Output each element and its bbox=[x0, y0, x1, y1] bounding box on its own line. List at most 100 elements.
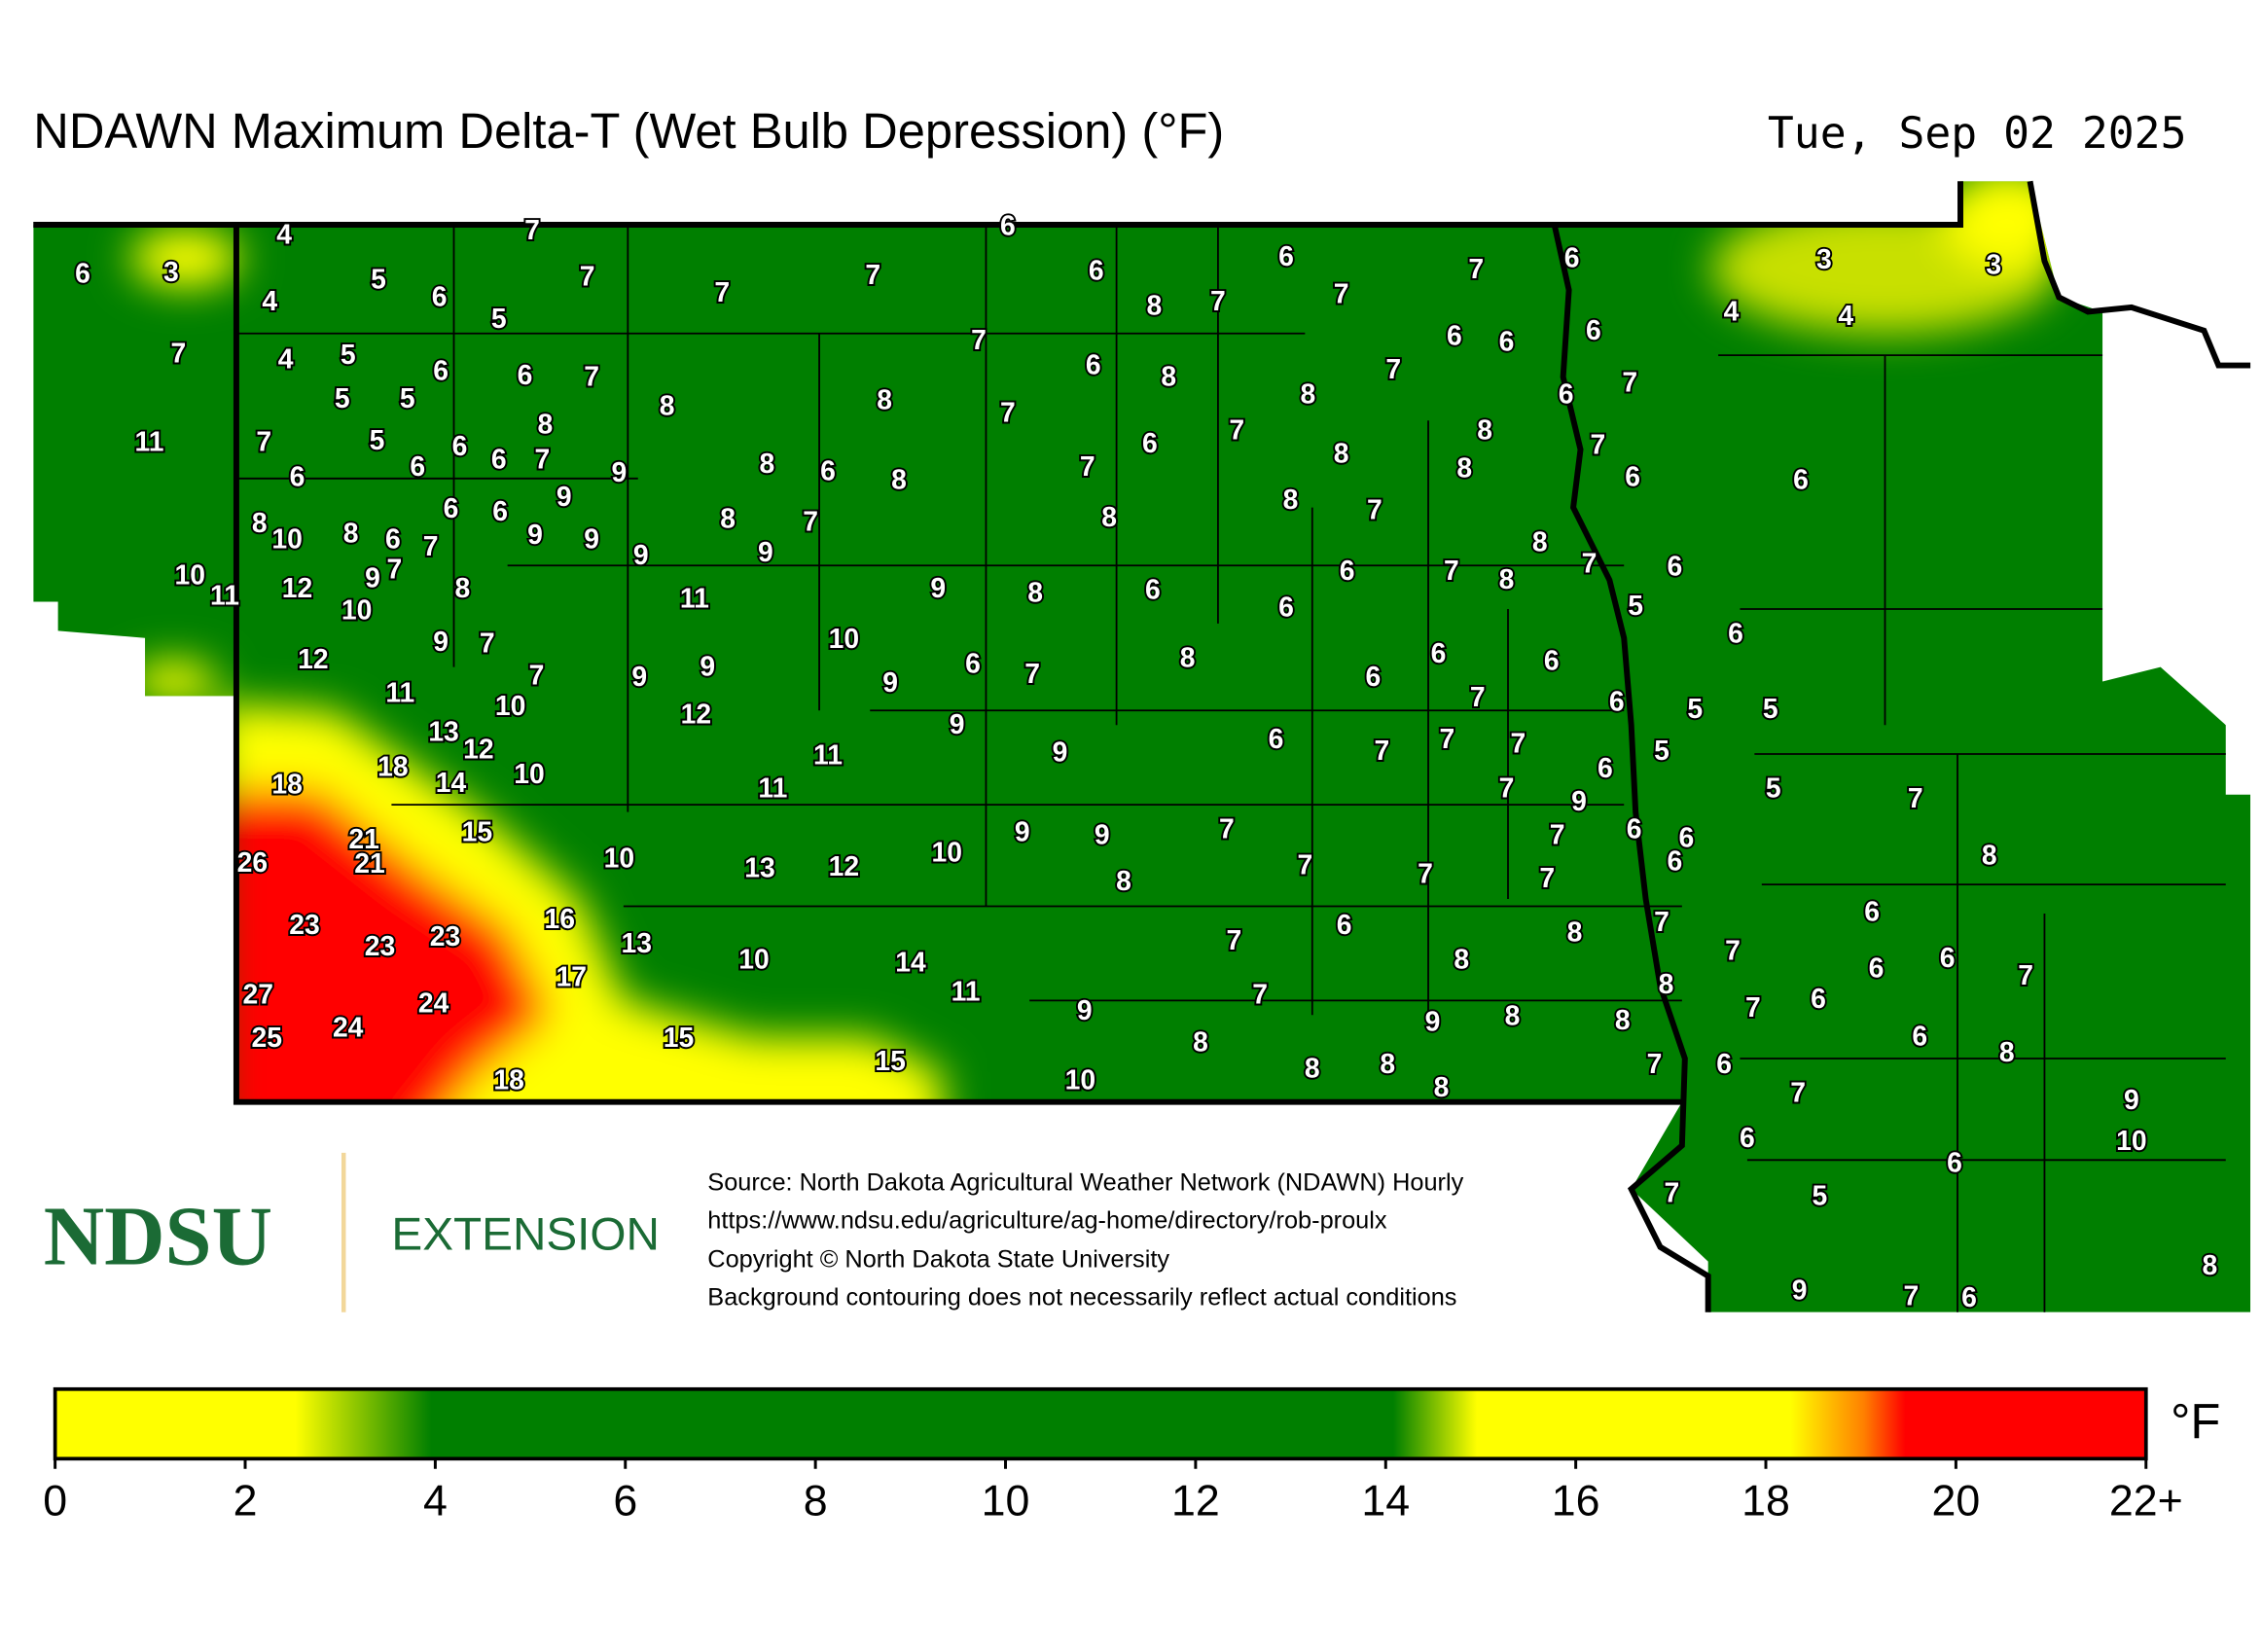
station-value: 21 bbox=[348, 823, 378, 854]
station-value: 9 bbox=[950, 708, 965, 739]
stations: 4 7 66 3 5 7 7 6 677 6 3 34 657 8 7 4 47 4 56 6 776 86 6 676 75 5… bbox=[73, 208, 2219, 1314]
station-value: 13 bbox=[428, 716, 458, 747]
station-value: 8 bbox=[1434, 1071, 1450, 1102]
station-value: 8 bbox=[720, 503, 736, 534]
station-value: 6 bbox=[1678, 821, 1694, 852]
station-value: 7 bbox=[865, 259, 880, 290]
station-value: 12 bbox=[463, 734, 493, 765]
station-value: 8 bbox=[252, 507, 268, 538]
station-value: 7 bbox=[1903, 1279, 1919, 1311]
station-value: 6 bbox=[820, 454, 836, 485]
station-value: 12 bbox=[681, 699, 711, 730]
station-value: 6 bbox=[1586, 314, 1601, 345]
station-value: 10 bbox=[341, 593, 372, 625]
station-value: 11 bbox=[680, 583, 709, 614]
station-value: 8 bbox=[1982, 839, 1997, 870]
station-value: 6 bbox=[1912, 1021, 1927, 1052]
station-value: 8 bbox=[1615, 1004, 1631, 1035]
station-value: 8 bbox=[1300, 377, 1315, 409]
station-value: 10 bbox=[829, 623, 859, 654]
station-value: 9 bbox=[1571, 785, 1587, 816]
station-value: 24 bbox=[418, 987, 449, 1018]
footer-line: Background contouring does not necessari… bbox=[707, 1283, 1456, 1311]
station-value: 9 bbox=[1425, 1006, 1441, 1037]
state-borders bbox=[33, 180, 2251, 1312]
station-value: 10 bbox=[271, 522, 302, 554]
station-value: 6 bbox=[1625, 460, 1640, 491]
station-value: 7 bbox=[256, 426, 271, 457]
station-value: 8 bbox=[660, 389, 675, 420]
station-value: 7 bbox=[1374, 735, 1389, 766]
station-value: 26 bbox=[237, 846, 268, 878]
station-value: 6 bbox=[1089, 255, 1104, 286]
station-value: 6 bbox=[1740, 1122, 1755, 1153]
station-value: 4 bbox=[278, 343, 294, 375]
footer: Source: North Dakota Agricultural Weathe… bbox=[707, 1169, 1463, 1311]
station-value: 14 bbox=[895, 947, 926, 978]
station-value: 11 bbox=[135, 426, 164, 457]
station-value: 16 bbox=[545, 903, 575, 934]
station-value: 17 bbox=[556, 960, 586, 991]
map-date: Tue, Sep 02 2025 bbox=[1768, 107, 2187, 159]
station-value: 6 bbox=[1864, 895, 1880, 926]
station-value: 6 bbox=[1431, 637, 1447, 668]
station-value: 6 bbox=[1340, 555, 1355, 586]
station-value: 7 bbox=[1418, 858, 1433, 889]
station-value: 6 bbox=[410, 450, 425, 482]
station-value: 9 bbox=[1095, 818, 1110, 849]
station-value: 8 bbox=[1380, 1048, 1395, 1079]
station-value: 9 bbox=[365, 562, 380, 593]
station-value: 8 bbox=[1116, 865, 1131, 896]
station-value: 5 bbox=[1813, 1180, 1828, 1211]
colorbar-tick-label: 12 bbox=[1171, 1477, 1220, 1525]
station-value: 6 bbox=[75, 258, 90, 289]
station-value: 6 bbox=[1142, 427, 1158, 458]
station-value: 8 bbox=[1659, 968, 1674, 999]
station-value: 4 bbox=[1838, 300, 1853, 331]
station-value: 7 bbox=[1440, 723, 1455, 754]
station-value: 5 bbox=[491, 303, 507, 334]
station-value: 7 bbox=[524, 214, 540, 245]
station-value: 7 bbox=[1908, 782, 1923, 813]
colorbar-tick-label: 0 bbox=[43, 1477, 67, 1525]
station-value: 5 bbox=[335, 382, 350, 413]
station-value: 9 bbox=[758, 536, 773, 567]
station-value: 11 bbox=[951, 975, 981, 1006]
station-value: 8 bbox=[1334, 437, 1349, 468]
station-value: 9 bbox=[930, 572, 946, 603]
footer-line: Copyright © North Dakota State Universit… bbox=[707, 1246, 1169, 1274]
station-value: 7 bbox=[1210, 285, 1226, 316]
station-value: 7 bbox=[1252, 978, 1268, 1009]
contours bbox=[130, 181, 2074, 1146]
station-value: 10 bbox=[495, 690, 525, 721]
station-value: 7 bbox=[1226, 924, 1241, 955]
footer-line: https://www.ndsu.edu/agriculture/ag-home… bbox=[707, 1206, 1387, 1234]
station-value: 10 bbox=[174, 559, 204, 591]
colorbar-tick-label: 22+ bbox=[2109, 1477, 2183, 1525]
county-lines bbox=[235, 225, 2226, 1312]
station-value: 15 bbox=[462, 815, 492, 846]
station-value: 8 bbox=[1454, 944, 1469, 975]
colorbar: °F 0 2 4 6 8 10 12 14 16 18 20 22+ bbox=[43, 1386, 2220, 1525]
station-value: 8 bbox=[760, 448, 775, 479]
station-value: 6 bbox=[385, 522, 401, 554]
station-value: 4 bbox=[262, 285, 277, 316]
station-value: 3 bbox=[1986, 249, 2001, 280]
station-value: 11 bbox=[210, 580, 239, 611]
station-value: 9 bbox=[612, 456, 628, 487]
station-value: 9 bbox=[1077, 994, 1093, 1025]
station-value: 24 bbox=[333, 1012, 364, 1043]
station-value: 3 bbox=[1816, 243, 1832, 274]
station-value: 7 bbox=[529, 659, 545, 690]
station-value: 9 bbox=[2124, 1084, 2139, 1115]
station-value: 7 bbox=[2018, 959, 2033, 990]
station-value: 6 bbox=[433, 355, 449, 386]
station-value: 6 bbox=[1793, 463, 1809, 494]
colorbar-tick-label: 10 bbox=[982, 1477, 1030, 1525]
station-value: 7 bbox=[1367, 494, 1382, 525]
station-value: 8 bbox=[877, 383, 892, 414]
station-value: 7 bbox=[1229, 414, 1244, 446]
station-value: 6 bbox=[1668, 551, 1683, 582]
station-value: 10 bbox=[604, 842, 634, 873]
station-value: 8 bbox=[1999, 1036, 2015, 1067]
